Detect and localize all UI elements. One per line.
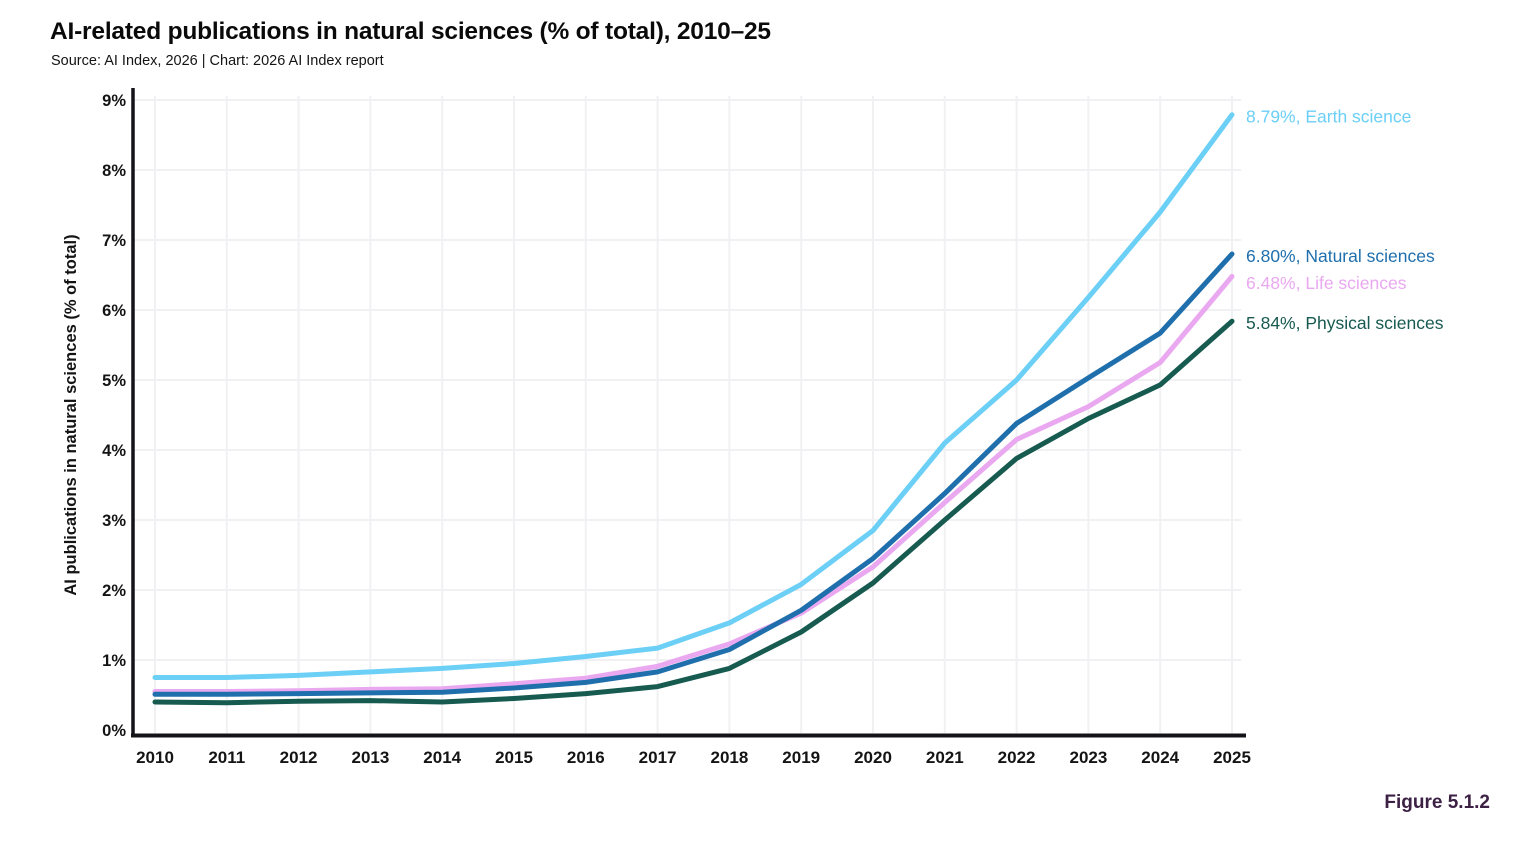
line-natural-sciences	[152, 251, 1235, 697]
y-tick-label-1%: 1%	[102, 652, 126, 670]
y-tick-label-7%: 7%	[102, 232, 126, 250]
x-tick-label-2016: 2016	[567, 748, 605, 767]
line-physical-sciences	[152, 318, 1235, 706]
x-tick-label-2020: 2020	[854, 748, 892, 767]
x-tick-label-2010: 2010	[136, 748, 174, 767]
x-tick-label-2024: 2024	[1141, 748, 1179, 767]
chart-source: Source: AI Index, 2026 | Chart: 2026 AI …	[51, 53, 384, 69]
y-tick-label-3%: 3%	[102, 512, 126, 530]
x-tick-label-2012: 2012	[280, 748, 318, 767]
chart-title: AI-related publications in natural scien…	[50, 18, 771, 45]
line-life-sciences	[152, 273, 1235, 694]
x-tick-label-2023: 2023	[1069, 748, 1107, 767]
end-label-life-sciences: 6.48%, Life sciences	[1246, 273, 1407, 293]
y-tick-label-5%: 5%	[102, 372, 126, 390]
y-tick-label-9%: 9%	[102, 92, 126, 110]
x-tick-label-2017: 2017	[639, 748, 677, 767]
x-tick-label-2025: 2025	[1213, 748, 1251, 767]
x-tick-label-2019: 2019	[782, 748, 820, 767]
x-tick-label-2022: 2022	[998, 748, 1036, 767]
x-tick-label-2011: 2011	[208, 748, 245, 767]
y-tick-label-6%: 6%	[102, 302, 126, 320]
x-tick-label-2021: 2021	[926, 748, 964, 767]
end-label-earth-science: 8.79%, Earth science	[1246, 107, 1411, 127]
y-axis-title: AI publications in natural sciences (% o…	[62, 234, 80, 595]
y-tick-label-8%: 8%	[102, 162, 126, 180]
y-tick-label-4%: 4%	[102, 442, 126, 460]
x-tick-label-2018: 2018	[710, 748, 748, 767]
y-tick-label-0%: 0%	[102, 722, 126, 740]
end-label-physical-sciences: 5.84%, Physical sciences	[1246, 313, 1444, 333]
y-tick-label-2%: 2%	[102, 582, 126, 600]
line-earth-science	[152, 112, 1235, 680]
x-tick-label-2014: 2014	[423, 748, 461, 767]
x-tick-label-2013: 2013	[351, 748, 389, 767]
x-tick-label-2015: 2015	[495, 748, 533, 767]
figure-number: Figure 5.1.2	[1384, 792, 1490, 813]
end-label-natural-sciences: 6.80%, Natural sciences	[1246, 246, 1435, 266]
